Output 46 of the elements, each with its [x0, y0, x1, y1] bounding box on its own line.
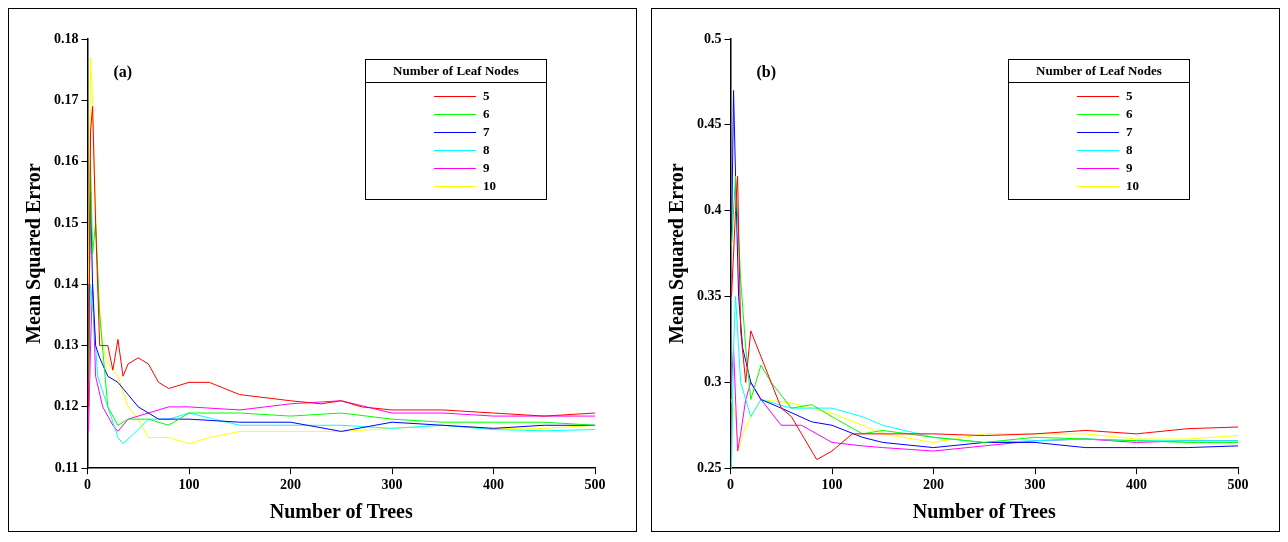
x-axis-title: Number of Trees: [912, 500, 1056, 523]
x-tick-label: 200: [923, 477, 944, 493]
legend-label: 10: [1126, 178, 1139, 194]
legend-title: Number of Leaf Nodes: [1035, 62, 1163, 80]
x-tick-label: 300: [381, 477, 403, 493]
legend-label: 5: [483, 88, 490, 104]
y-tick-label: 0.17: [54, 91, 79, 107]
y-tick-label: 0.13: [54, 337, 79, 353]
y-axis-title: Mean Squared Error: [665, 163, 689, 344]
y-axis-title: Mean Squared Error: [22, 163, 46, 344]
legend-label: 7: [1126, 124, 1133, 140]
legend-label: 5: [1126, 88, 1133, 104]
y-tick-label: 0.5: [704, 30, 722, 46]
y-tick-label: 0.4: [704, 202, 722, 218]
x-tick-label: 400: [483, 477, 504, 493]
legend-label: 6: [1126, 106, 1133, 122]
x-tick-label: 300: [1024, 477, 1046, 493]
y-tick-label: 0.15: [54, 214, 79, 230]
y-tick-label: 0.3: [704, 373, 722, 389]
y-tick-label: 0.12: [54, 398, 79, 414]
annotation: (a): [113, 63, 133, 82]
legend-label: 9: [1126, 160, 1133, 176]
x-tick-label: 500: [1227, 477, 1249, 493]
legend-label: 8: [1126, 142, 1133, 158]
x-tick-label: 500: [584, 477, 606, 493]
x-axis-title: Number of Trees: [269, 500, 413, 523]
x-tick-label: 400: [1126, 477, 1147, 493]
legend-label: 6: [483, 106, 490, 122]
y-tick-label: 0.35: [697, 288, 722, 304]
legend-title: Number of Leaf Nodes: [392, 62, 520, 80]
x-tick-label: 100: [178, 477, 200, 493]
x-tick-label: 100: [821, 477, 843, 493]
y-tick-label: 0.14: [54, 275, 79, 291]
legend-label: 8: [483, 142, 490, 158]
legend-label: 9: [483, 160, 490, 176]
y-tick-label: 0.11: [54, 459, 79, 475]
x-tick-label: 0: [84, 477, 91, 493]
x-tick-label: 200: [280, 477, 301, 493]
y-tick-label: 0.25: [697, 459, 722, 475]
legend-label: 10: [483, 178, 496, 194]
y-tick-label: 0.16: [54, 153, 79, 169]
x-tick-label: 0: [727, 477, 734, 493]
annotation: (b): [756, 63, 777, 82]
y-tick-label: 0.45: [697, 116, 722, 132]
legend-label: 7: [483, 124, 490, 140]
y-tick-label: 0.18: [54, 30, 79, 46]
